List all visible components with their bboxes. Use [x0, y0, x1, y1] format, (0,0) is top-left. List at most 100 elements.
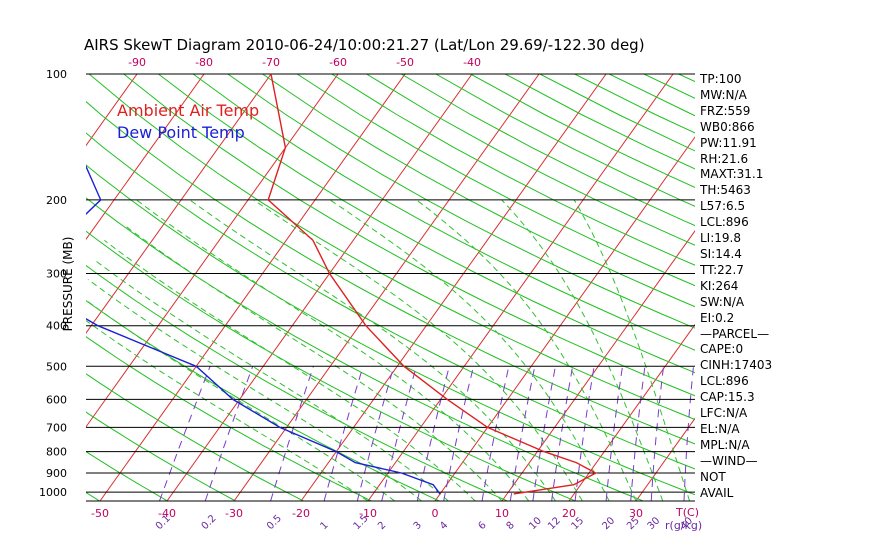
moist-adiabat-line: [189, 199, 557, 501]
sounding-index-item: FRZ:559: [700, 103, 751, 118]
dry-adiabat-line: [86, 100, 695, 445]
dry-adiabat-line: [86, 373, 304, 501]
mixing-ratio-label: 30: [646, 515, 663, 532]
mixing-ratio-line: [509, 366, 536, 501]
pressure-level-lines: [86, 73, 695, 502]
moist-adiabat-line: [124, 224, 503, 501]
pressure-tick-label: 900: [46, 467, 67, 480]
sounding-index-item: MAXT:31.1: [700, 167, 764, 182]
mixing-ratio-label: 10: [527, 515, 544, 532]
dry-adiabat-line: [192, 74, 695, 351]
sounding-index-item: CINH:17403: [700, 358, 773, 373]
mixing-ratio-label: 2: [376, 520, 388, 532]
dry-adiabat-line: [366, 74, 695, 246]
isotherm-line: [501, 229, 695, 501]
dew-point-temp-line: [86, 164, 441, 495]
isotherm-lines: [0, 74, 695, 501]
ambient-air-temp-line: [267, 74, 598, 495]
dry-adiabat-line: [852, 74, 870, 501]
top-temp-tick-label: -40: [463, 56, 481, 69]
sounding-index-item: TP:100: [700, 72, 742, 86]
dry-adiabat-line: [86, 230, 576, 501]
dry-adiabat-line: [227, 74, 695, 329]
sounding-index-item: SI:14.4: [700, 246, 742, 261]
isotherm-line: [86, 74, 339, 428]
dry-adiabat-line: [783, 74, 870, 501]
mixing-ratio-line: [356, 366, 395, 501]
moist-adiabat-line: [95, 260, 449, 501]
mixing-ratio-label: 6: [476, 520, 488, 532]
mixing-ratio-line: [481, 366, 510, 501]
bottom-temp-tick-label: 20: [562, 507, 576, 520]
chart-title: AIRS SkewT Diagram 2010-06-24/10:00:21.2…: [84, 36, 645, 54]
isotherm-line: [434, 136, 695, 501]
mixing-ratio-label: 0.5: [265, 513, 284, 532]
moist-adiabat-line: [416, 199, 637, 501]
dry-adiabat-line: [435, 74, 695, 207]
bottom-temp-tick-label: -50: [91, 507, 109, 520]
sounding-index-item: EL:N/A: [700, 421, 740, 436]
dry-adiabat-line: [123, 74, 695, 397]
pressure-tick-label: 800: [46, 446, 67, 459]
isotherm-line: [367, 74, 674, 501]
moist-adiabat-line: [329, 199, 610, 501]
top-temp-tick-label: -90: [128, 56, 146, 69]
sounding-index-item: PW:11.91: [700, 135, 757, 150]
mixing-ratio-label: 12: [546, 515, 563, 532]
dry-adiabat-line: [817, 74, 870, 501]
sounding-index-item: MW:N/A: [700, 87, 747, 102]
dry-adiabat-line: [158, 74, 695, 374]
sounding-index-item: LCL:896: [700, 215, 749, 230]
moist-adiabat-line: [136, 199, 530, 501]
pressure-tick-label: 700: [46, 421, 67, 434]
sounding-index-item: TH:5463: [700, 183, 751, 198]
dry-adiabat-line: [86, 411, 236, 501]
moist-adiabat-line: [501, 199, 664, 501]
isotherm-line: [86, 74, 138, 147]
sounding-index-item: SW:N/A: [700, 294, 745, 309]
isotherm-line: [86, 74, 272, 334]
isotherm-line: [635, 417, 695, 501]
bottom-temp-tick-label: 0: [432, 507, 439, 520]
mixing-ratio-line: [630, 366, 646, 501]
dry-adiabat-line: [86, 492, 100, 501]
moist-adiabat-line: [573, 199, 691, 501]
sounding-index-item: LCL:896: [700, 374, 749, 389]
mixing-ratio-line: [159, 366, 211, 501]
sounding-index-item: NOT: [700, 469, 726, 484]
moist-adiabat-line: [87, 279, 422, 501]
dry-adiabat-line: [86, 197, 644, 501]
dry-adiabat-line: [331, 74, 695, 266]
mixing-ratio-label: 1: [318, 520, 330, 532]
mixing-ratio-label: 20: [600, 515, 617, 532]
dry-adiabat-line: [470, 74, 695, 188]
bottom-temp-tick-label: 30: [629, 507, 643, 520]
isotherm-line: [0, 74, 70, 501]
mixing-ratio-line: [683, 366, 694, 501]
moist-adiabat-line: [253, 199, 583, 501]
sounding-index-item: AVAIL: [700, 485, 734, 500]
dry-adiabat-line: [86, 336, 372, 501]
sounding-index-item: —PARCEL—: [700, 326, 770, 341]
mixing-ratio-label: 0.2: [200, 513, 219, 532]
isotherm-line: [86, 74, 205, 241]
mixing-ratio-line: [381, 366, 417, 501]
pressure-tick-label: 1000: [39, 486, 67, 499]
isotherm-line: [568, 323, 695, 501]
top-temp-tick-label: -70: [262, 56, 280, 69]
mixing-ratio-label: 3: [412, 520, 424, 532]
dry-adiabat-line: [86, 451, 168, 501]
moist-adiabat-line: [86, 319, 369, 501]
mixing-ratio-label: 4: [438, 520, 450, 532]
pressure-tick-label: 300: [46, 268, 67, 281]
mixing-ratio-line: [551, 366, 574, 501]
mixing-ratio-line: [416, 366, 450, 501]
sounding-index-item: KI:264: [700, 278, 739, 293]
sounding-indices-list: TP:100 MW:N/A FRZ:559 WB0:866 PW:11.91 RH:21.…: [700, 72, 772, 501]
temp-unit-label: T(C): [675, 506, 699, 519]
dry-adiabat-line: [400, 74, 695, 227]
mixing-ratio-label: 8: [505, 520, 517, 532]
dry-adiabat-line: [86, 164, 695, 496]
